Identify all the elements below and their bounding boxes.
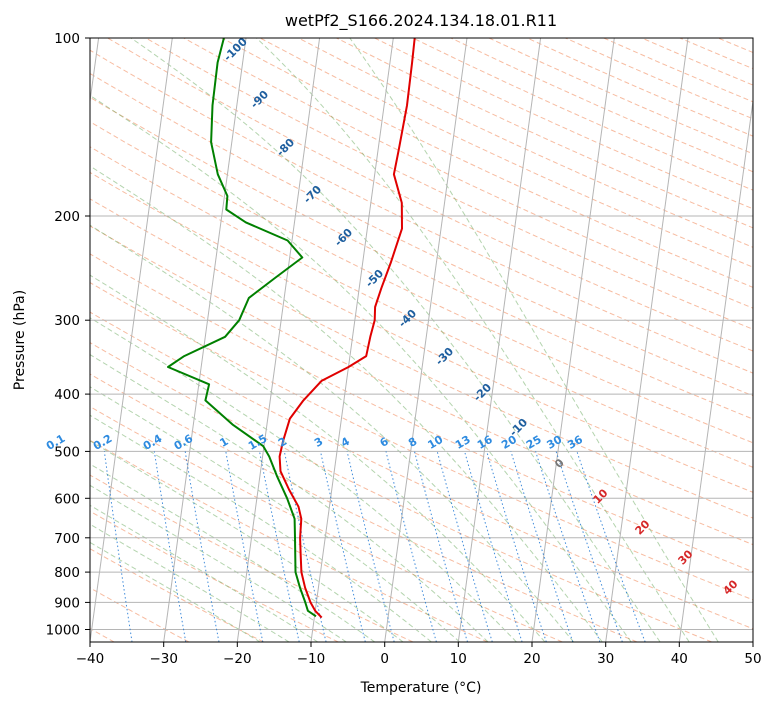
y-axis: 100 200 300 400 500 600 700 800 900 1000 xyxy=(46,31,90,639)
mixing-ratio-line xyxy=(436,451,493,642)
mixing-ratio-line xyxy=(414,451,468,642)
dry-adiabat-line xyxy=(90,311,753,630)
moist-adiabat-line xyxy=(90,463,376,642)
isotherm-line xyxy=(90,38,173,642)
background-grid xyxy=(90,38,753,642)
moist-adiabat-line xyxy=(90,224,574,642)
moist-adiabat-line xyxy=(90,317,517,642)
dry-adiabat-line xyxy=(183,38,753,309)
moist-adiabat-line xyxy=(90,165,603,642)
mixing-ratio-line xyxy=(510,451,574,642)
dry-adiabat-line xyxy=(90,281,753,601)
mixing-ratio-line xyxy=(555,451,623,642)
mixing-ratio-line xyxy=(320,451,366,642)
chart-title: wetPf2_S166.2024.134.18.01.R11 xyxy=(285,11,557,31)
dewpoint-profile-line xyxy=(167,38,317,618)
sounding-series xyxy=(167,38,416,619)
x-tick-label: 10 xyxy=(450,651,467,667)
y-tick-label: 500 xyxy=(54,444,80,460)
mixing-ratio-line xyxy=(153,451,187,642)
isotherm-line xyxy=(310,38,394,642)
y-tick-label: 900 xyxy=(54,595,80,611)
isotherm-line xyxy=(163,38,247,642)
moist-adiabat-line xyxy=(90,274,546,642)
y-tick-label: 600 xyxy=(54,491,80,507)
x-tick-label: −30 xyxy=(149,651,178,667)
mixing-ratio-line xyxy=(464,451,523,642)
isotherm-line xyxy=(678,97,753,642)
x-tick-label: −20 xyxy=(223,651,252,667)
mixing-ratio-line xyxy=(103,451,133,642)
x-tick-label: −40 xyxy=(76,651,105,667)
dry-adiabat-line xyxy=(90,72,753,397)
mixing-ratio-line xyxy=(576,451,646,642)
dry-adiabat-line xyxy=(90,198,753,519)
moist-adiabat-line xyxy=(90,354,489,642)
x-tick-label: −10 xyxy=(297,651,326,667)
y-tick-label: 1000 xyxy=(46,623,80,639)
y-tick-label: 200 xyxy=(54,209,80,225)
y-tick-label: 400 xyxy=(54,387,80,403)
moist-adiabat-line xyxy=(90,94,632,642)
moist-adiabat-line xyxy=(90,386,461,642)
mixing-ratio-line xyxy=(259,451,300,642)
mixing-ratio-line xyxy=(385,451,437,642)
isotherm-line xyxy=(236,38,321,642)
dry-adiabat-line xyxy=(90,225,753,546)
moist-adiabat-line xyxy=(349,38,719,642)
x-tick-label: 40 xyxy=(671,651,688,667)
moist-adiabat-line xyxy=(90,440,404,642)
dry-adiabat-line xyxy=(90,96,753,420)
dry-adiabat-line xyxy=(90,548,264,642)
y-tick-label: 700 xyxy=(54,531,80,547)
moist-adiabat-line xyxy=(90,414,432,642)
moist-adiabat-line xyxy=(90,484,347,642)
y-tick-label: 300 xyxy=(54,313,80,329)
mixing-ratio-line xyxy=(346,451,395,642)
dry-adiabat-line xyxy=(145,38,753,330)
plot-frame xyxy=(89,37,754,643)
isotherm-line xyxy=(384,38,468,642)
isotherm-line xyxy=(531,38,615,642)
dry-adiabat-line xyxy=(90,49,753,374)
x-tick-label: 30 xyxy=(597,651,614,667)
x-tick-label: 20 xyxy=(523,651,540,667)
mixing-ratio-line xyxy=(283,451,327,642)
mixing-ratio-line xyxy=(486,451,547,642)
y-tick-label: 800 xyxy=(54,565,80,581)
moist-adiabat-line xyxy=(130,38,661,642)
temperature-profile-line xyxy=(278,38,416,619)
y-axis-label: Pressure (hPa) xyxy=(12,290,28,390)
x-axis: −40 −30 −20 −10 0 10 20 30 40 50 xyxy=(76,642,762,667)
x-tick-label: 50 xyxy=(744,651,761,667)
y-tick-label: 100 xyxy=(54,31,80,47)
moist-adiabat-line xyxy=(90,541,261,642)
isotherm-line xyxy=(457,38,542,642)
moist-adiabat-line xyxy=(90,523,290,642)
isotherm-line xyxy=(605,38,689,642)
dry-adiabat-line xyxy=(90,439,488,642)
dry-adiabat-line xyxy=(90,406,563,642)
mixing-ratio-line xyxy=(535,451,601,642)
dry-adiabat-line xyxy=(107,38,753,352)
x-axis-label: Temperature (°C) xyxy=(360,680,482,696)
moist-adiabat-line xyxy=(256,38,690,642)
x-tick-label: 0 xyxy=(380,651,389,667)
